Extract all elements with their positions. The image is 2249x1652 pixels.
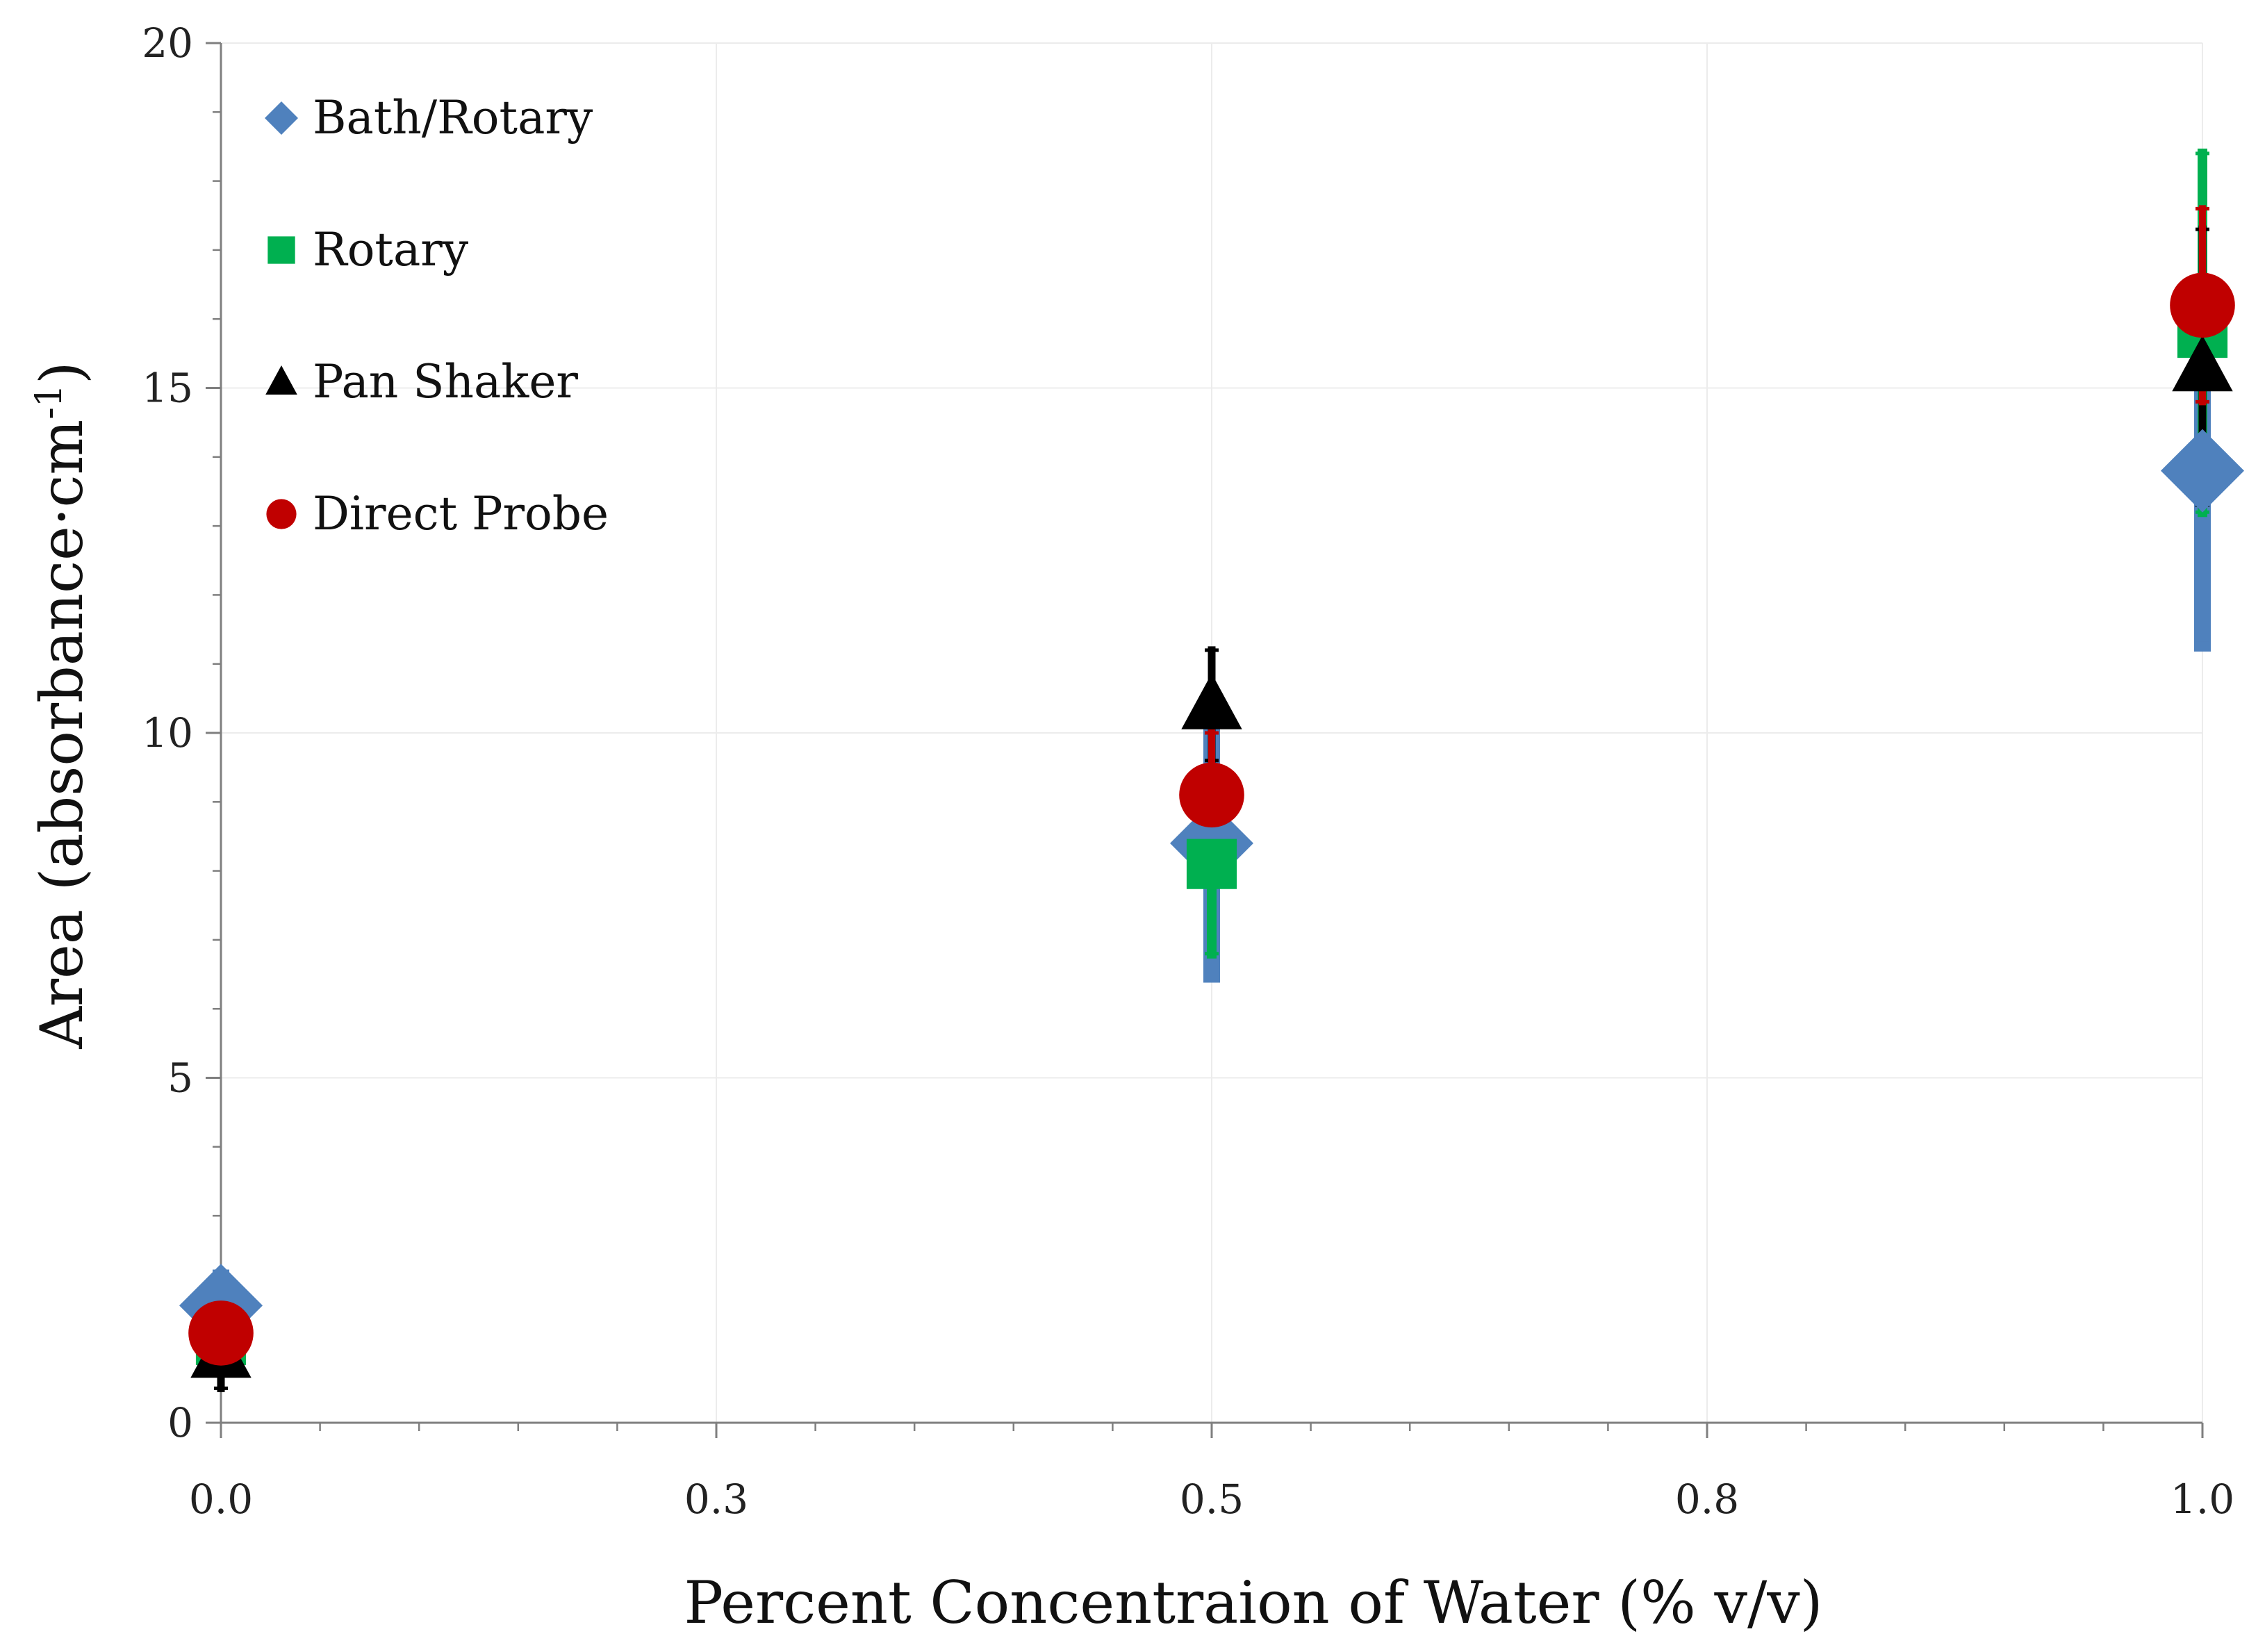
marker-layer	[179, 272, 2244, 1378]
direct-probe-point	[188, 1300, 254, 1366]
legend-rotary-label: Rotary	[313, 223, 469, 276]
legend-pan-shaker-label: Pan Shaker	[313, 355, 578, 408]
x-axis-title: Percent Concentraion of Water (% v/v)	[684, 1569, 1822, 1637]
rotary-point	[1186, 839, 1237, 889]
x-tick-label: 0.5	[1180, 1476, 1244, 1523]
y-axis-title: Area (absorbance·cm-1)	[28, 361, 96, 1049]
direct-probe-point	[2170, 272, 2235, 338]
y-axis-title-close: )	[28, 361, 96, 384]
ticks-layer: 0 5 10 15 20 0.0 0.3 0.5 0.8 1.0	[142, 19, 2234, 1523]
pan-shaker-point	[2172, 335, 2233, 392]
y-tick-label: 5	[167, 1055, 193, 1102]
y-tick-label: 20	[142, 19, 193, 67]
y-axis-title-superscript: -1	[28, 384, 70, 420]
legend-direct-probe-swatch	[266, 499, 297, 529]
x-tick-label: 0.8	[1675, 1476, 1739, 1523]
pan-shaker-point	[1181, 673, 1242, 729]
legend-direct-probe-label: Direct Probe	[313, 487, 609, 540]
legend: Bath/Rotary Rotary Pan Shaker Direct Probe	[265, 91, 609, 540]
y-tick-label: 10	[142, 709, 193, 757]
y-tick-label: 0	[167, 1399, 193, 1446]
x-tick-label: 1.0	[2170, 1476, 2234, 1523]
legend-bath-rotary-swatch	[265, 101, 298, 135]
x-tick-label: 0.3	[684, 1476, 748, 1523]
y-tick-label: 15	[142, 365, 193, 412]
legend-rotary-swatch	[267, 236, 295, 264]
legend-pan-shaker-swatch	[265, 365, 297, 395]
x-tick-label: 0.0	[189, 1476, 253, 1523]
legend-bath-rotary-label: Bath/Rotary	[313, 91, 593, 144]
bath-rotary-point	[2161, 429, 2244, 513]
direct-probe-point	[1179, 762, 1244, 828]
y-axis-title-main: Area (absorbance·cm	[28, 420, 96, 1050]
